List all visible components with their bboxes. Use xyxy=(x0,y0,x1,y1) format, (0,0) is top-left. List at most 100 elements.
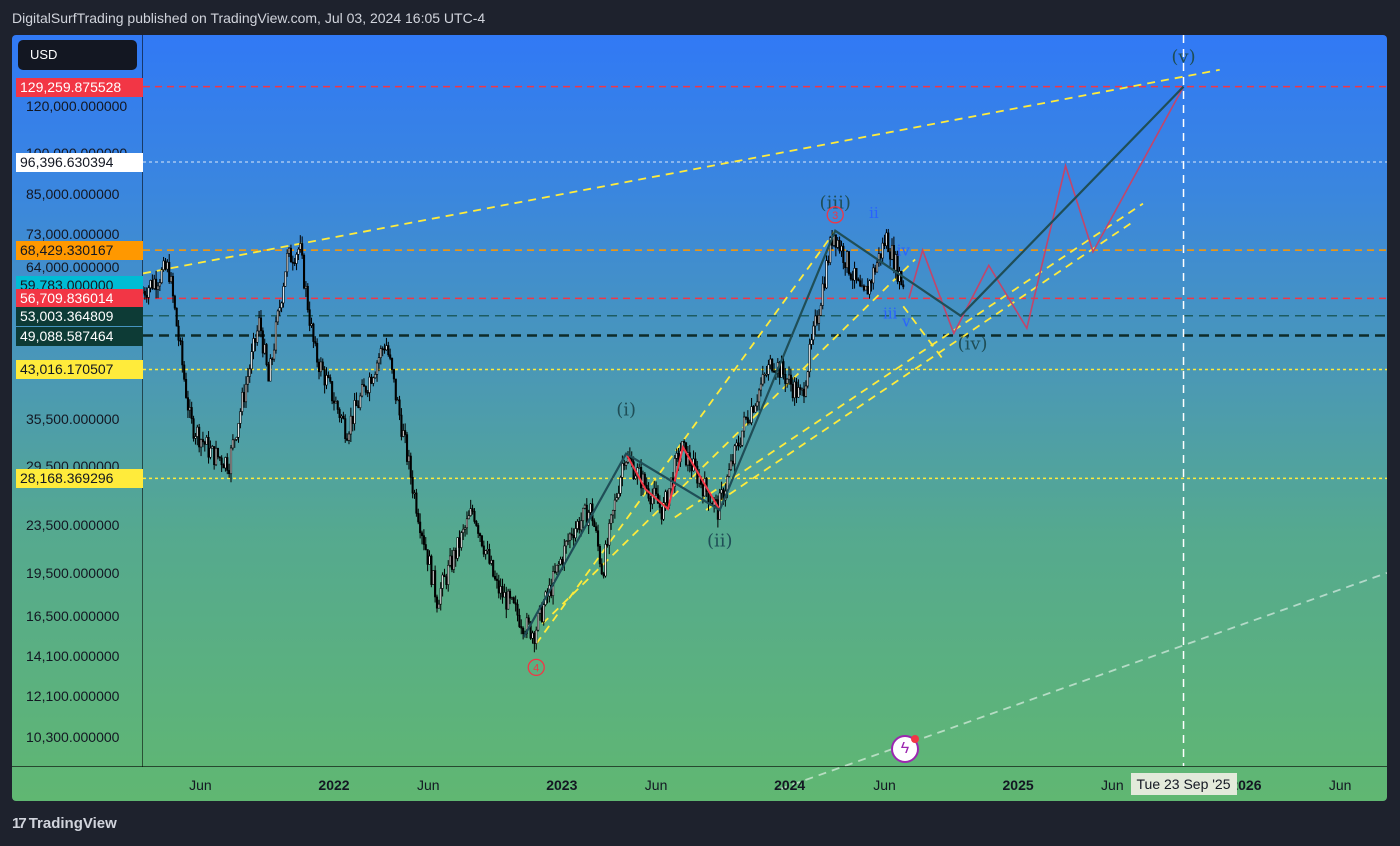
candle-down xyxy=(795,381,798,398)
candle-down xyxy=(816,315,819,324)
candle-up xyxy=(368,376,371,393)
candle-down xyxy=(419,521,422,534)
price-tick: 35,500.000000 xyxy=(26,410,120,427)
time-tick: Jun xyxy=(1101,777,1124,793)
candle-up xyxy=(535,629,538,644)
candle-up xyxy=(250,351,253,370)
candle-up xyxy=(147,287,150,298)
candle-down xyxy=(302,254,306,289)
candle-down xyxy=(859,280,862,287)
candle-up xyxy=(565,540,568,547)
candle-down xyxy=(173,295,176,309)
candle-up xyxy=(557,563,560,566)
candle-down xyxy=(351,415,354,424)
price-badge: 129,259.875528 xyxy=(16,77,143,97)
wave-label-2: (iii) xyxy=(820,192,851,213)
candle-up xyxy=(432,570,435,585)
price-tick: 19,500.000000 xyxy=(26,564,120,581)
candle-up xyxy=(347,433,351,441)
alert-icon[interactable]: ϟ xyxy=(891,735,919,763)
candle-down xyxy=(493,576,497,580)
time-tick: 2026 xyxy=(1230,777,1262,793)
candle-up xyxy=(396,399,399,402)
candle-down xyxy=(151,280,154,289)
candle-up xyxy=(825,260,828,289)
footer-brand: TradingView xyxy=(28,815,117,832)
candle-down xyxy=(164,260,167,270)
candle-down xyxy=(572,534,575,539)
candle-down xyxy=(849,273,852,280)
candle-up xyxy=(819,305,822,316)
candle-up xyxy=(604,543,607,577)
candle-up xyxy=(503,592,506,598)
candle-up xyxy=(750,406,753,423)
candle-down xyxy=(731,460,734,465)
candle-down xyxy=(497,580,500,594)
price-tick: 64,000.000000 xyxy=(26,259,120,276)
candle-up xyxy=(840,245,843,252)
chart-frame[interactable]: (i) (ii) (iii) (iv) (v) ii iv iii v 4 3 USD 120,00… xyxy=(12,35,1387,801)
candle-up xyxy=(786,378,789,384)
time-tick: Jun xyxy=(189,777,212,793)
candle-down xyxy=(398,399,401,416)
candle-up xyxy=(160,269,163,283)
candle-up xyxy=(868,280,871,295)
currency-button[interactable]: USD xyxy=(18,40,137,70)
candle-down xyxy=(220,457,223,466)
candle-down xyxy=(424,544,427,550)
candle-down xyxy=(261,330,264,354)
candle-up xyxy=(743,416,746,432)
price-tick: 12,100.000000 xyxy=(26,687,120,704)
candle-down xyxy=(383,348,386,351)
candle-up xyxy=(582,507,585,522)
candle-up xyxy=(812,325,815,341)
candle-down xyxy=(314,341,317,344)
candle-down xyxy=(714,499,718,501)
candle-down xyxy=(655,487,658,495)
price-scale[interactable]: USD 120,000.000000100,000.00000085,000.0… xyxy=(12,35,143,767)
price-badge: 43,016.170507 xyxy=(16,360,143,380)
candle-up xyxy=(235,437,238,440)
time-tick: 2025 xyxy=(1002,777,1034,793)
candle-up xyxy=(233,439,236,441)
candle-down xyxy=(404,430,407,435)
wave-label-8: v xyxy=(901,313,911,331)
candle-down xyxy=(346,438,349,441)
candle-up xyxy=(662,502,665,520)
candle-up xyxy=(739,445,742,447)
time-tick: 2022 xyxy=(318,777,350,793)
candle-up xyxy=(567,540,570,542)
candle-down xyxy=(746,417,749,424)
price-tick: 14,100.000000 xyxy=(26,648,120,665)
candle-up xyxy=(299,243,302,250)
candle-down xyxy=(570,533,573,536)
candle-up xyxy=(379,348,382,358)
candle-up xyxy=(361,384,364,397)
candle-up xyxy=(531,632,534,639)
price-tick: 85,000.000000 xyxy=(26,186,120,203)
candle-down xyxy=(480,535,483,547)
candle-up xyxy=(286,253,289,273)
candle-down xyxy=(606,543,609,546)
candle-down xyxy=(896,254,899,282)
candle-up xyxy=(244,383,248,403)
candle-up xyxy=(465,518,469,529)
candle-down xyxy=(155,278,158,290)
candle-up xyxy=(231,439,234,449)
candle-up xyxy=(555,564,558,573)
candle-down xyxy=(329,377,332,382)
candle-down xyxy=(400,414,403,437)
candle-up xyxy=(276,310,279,323)
candle-up xyxy=(610,514,613,524)
candle-up xyxy=(349,415,352,435)
candle-down xyxy=(553,571,557,573)
candle-down xyxy=(514,602,517,605)
candle-down xyxy=(443,574,446,578)
candle-down xyxy=(512,597,515,604)
candle-up xyxy=(864,285,867,291)
time-axis[interactable]: Jun 2022 Jun 2023 Jun 2024 Jun 2025 Jun 2026 Jun Tu… xyxy=(12,766,1387,801)
candle-down xyxy=(434,570,437,598)
wave-label-6: iv xyxy=(897,242,911,260)
candle-down xyxy=(802,388,806,397)
